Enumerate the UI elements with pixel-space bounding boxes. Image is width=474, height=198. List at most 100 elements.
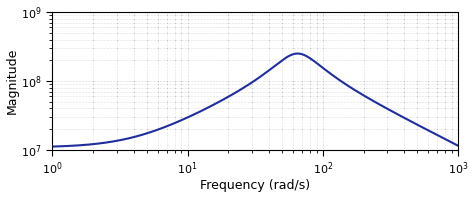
Point: [441, 127, 449, 130]
Point: [225, 95, 232, 98]
Point: [401, 86, 408, 89]
Point: [171, 10, 178, 14]
Point: [383, 10, 391, 14]
Point: [298, 107, 306, 110]
Point: [289, 38, 297, 41]
Point: [265, 10, 273, 14]
Point: [171, 14, 178, 17]
Point: [113, 86, 121, 89]
Point: [441, 17, 449, 20]
Point: [360, 79, 367, 83]
Point: [424, 107, 432, 110]
Point: [178, 95, 185, 98]
Point: [113, 148, 121, 151]
Point: [113, 100, 121, 103]
Point: [424, 79, 432, 83]
Point: [49, 82, 56, 86]
Point: [298, 47, 306, 50]
Point: [49, 31, 56, 34]
Point: [313, 86, 320, 89]
Point: [49, 148, 56, 151]
Point: [433, 95, 441, 98]
Point: [289, 59, 297, 62]
Point: [49, 107, 56, 110]
Point: [298, 17, 306, 20]
Point: [89, 115, 97, 118]
Point: [113, 21, 121, 24]
Point: [248, 82, 256, 86]
Point: [225, 90, 232, 93]
Point: [424, 82, 432, 86]
Point: [143, 95, 151, 98]
Point: [441, 148, 449, 151]
Point: [265, 82, 273, 86]
Point: [49, 47, 56, 50]
Point: [89, 59, 97, 62]
Point: [319, 107, 327, 110]
Point: [433, 115, 441, 118]
Point: [383, 90, 391, 93]
Point: [414, 14, 421, 17]
Point: [89, 95, 97, 98]
Point: [289, 21, 297, 24]
Point: [163, 79, 171, 83]
Point: [225, 17, 232, 20]
Point: [306, 38, 314, 41]
Point: [184, 86, 191, 89]
Point: [306, 47, 314, 50]
Point: [225, 21, 232, 24]
Point: [298, 59, 306, 62]
Point: [433, 26, 441, 29]
Point: [278, 148, 286, 151]
Point: [441, 100, 449, 103]
Point: [289, 127, 297, 130]
Point: [313, 21, 320, 24]
Point: [265, 21, 273, 24]
Point: [433, 31, 441, 34]
Point: [298, 90, 306, 93]
Point: [184, 26, 191, 29]
Point: [360, 59, 367, 62]
Point: [424, 31, 432, 34]
Point: [424, 17, 432, 20]
Point: [414, 47, 421, 50]
Point: [49, 90, 56, 93]
Point: [424, 115, 432, 118]
Point: [178, 14, 185, 17]
Point: [360, 21, 367, 24]
Point: [383, 38, 391, 41]
Point: [360, 82, 367, 86]
Point: [414, 21, 421, 24]
Point: [289, 47, 297, 50]
Point: [383, 95, 391, 98]
Point: [163, 26, 171, 29]
Point: [319, 31, 327, 34]
Point: [130, 31, 137, 34]
Point: [225, 82, 232, 86]
Point: [433, 90, 441, 93]
Point: [455, 31, 462, 34]
Point: [225, 38, 232, 41]
Point: [225, 148, 232, 151]
Point: [278, 127, 286, 130]
Point: [298, 26, 306, 29]
Point: [298, 148, 306, 151]
Point: [248, 26, 256, 29]
Point: [225, 127, 232, 130]
Point: [448, 31, 456, 34]
Point: [143, 100, 151, 103]
Point: [360, 26, 367, 29]
Point: [113, 26, 121, 29]
Point: [313, 115, 320, 118]
Point: [248, 38, 256, 41]
Point: [414, 127, 421, 130]
Point: [265, 95, 273, 98]
Point: [248, 47, 256, 50]
Point: [130, 90, 137, 93]
Point: [278, 17, 286, 20]
Point: [401, 82, 408, 86]
Point: [163, 31, 171, 34]
Point: [298, 95, 306, 98]
Point: [441, 10, 449, 14]
Point: [130, 115, 137, 118]
